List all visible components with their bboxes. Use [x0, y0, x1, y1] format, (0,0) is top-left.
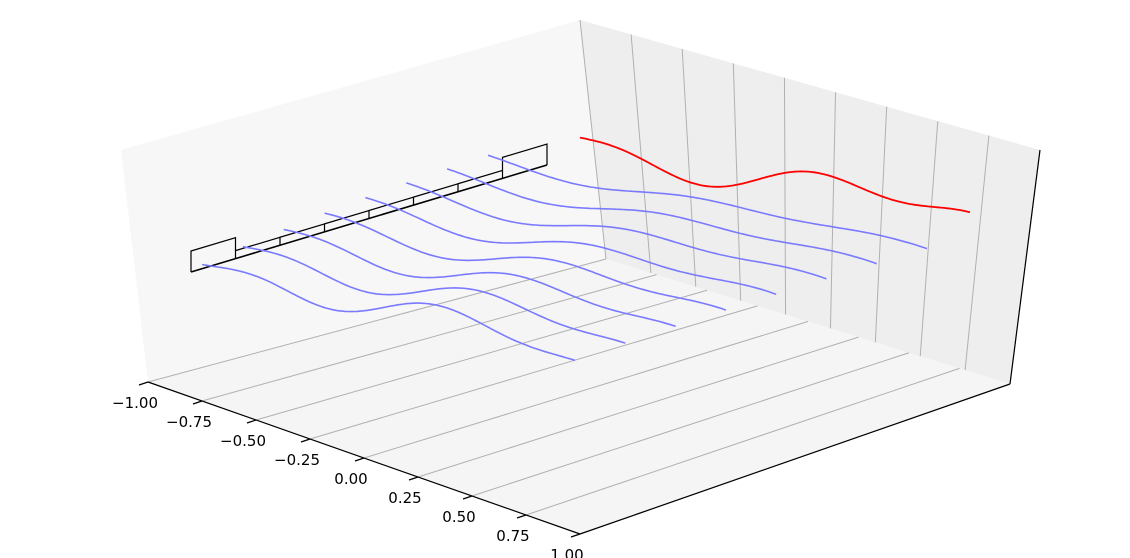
x-tick-mark: [354, 457, 365, 462]
x-tick-mark: [192, 400, 203, 405]
floor-grid-line: [471, 352, 910, 497]
x-tick-label: −0.25: [274, 451, 320, 469]
x-tick-mark: [408, 476, 419, 481]
x-tick-label: 0.00: [334, 470, 367, 488]
x-tick-mark: [570, 533, 581, 538]
projection-line-path: [579, 136, 971, 214]
x-tick-label: 0.25: [388, 489, 421, 507]
trace-line: [365, 196, 777, 296]
x-tick-mark: [516, 514, 527, 519]
floor-pane: [148, 259, 1010, 534]
back-wall-grid-line: [919, 121, 939, 357]
x-tick-label: −1.00: [112, 394, 158, 412]
projection-line: [579, 136, 971, 214]
x-tick-label: −0.50: [220, 432, 266, 450]
trace-line: [242, 245, 626, 344]
x-tick-mark: [138, 381, 149, 386]
x-axis-ticks: −1.00 −0.75 −0.50 −0.25 0.00 0.25 0.50 0.75 1.00: [112, 381, 584, 558]
x-tick-mark: [246, 419, 257, 424]
floor-grid-line: [363, 321, 809, 459]
x-tick-label: 0.75: [496, 527, 529, 545]
back-wall-grid-line: [732, 63, 742, 301]
trace-line: [324, 212, 727, 311]
x-tick-label: −0.75: [166, 413, 212, 431]
trace-line: [487, 154, 928, 250]
back-wall-grid-line: [874, 106, 888, 343]
floor-grid-line: [525, 367, 960, 516]
trace-line: [406, 182, 827, 280]
histogram-bars: [190, 143, 548, 273]
floor-grid-line: [309, 305, 758, 440]
back-wall-grid-line: [964, 135, 990, 371]
back-wall-grid-line: [783, 77, 787, 315]
x-tick-label: 0.50: [442, 508, 475, 526]
z-axis-line: [1009, 149, 1041, 385]
trace-line: [201, 263, 576, 362]
x-tick-label: 1.00: [550, 546, 583, 558]
floor-grid-line: [417, 336, 859, 478]
trace-line: [283, 228, 676, 328]
trace-line: [446, 168, 877, 265]
back-wall-grid-line: [829, 92, 837, 329]
back-wall-grid-line: [630, 34, 652, 273]
trace-lines: [201, 154, 928, 362]
x-tick-mark: [462, 495, 473, 500]
x-tick-mark: [300, 438, 311, 443]
floor-grid-line: [201, 274, 657, 402]
floor-grid-line: [255, 289, 708, 421]
histogram-baseline: [190, 164, 548, 273]
y-axis-line: [579, 383, 1011, 535]
